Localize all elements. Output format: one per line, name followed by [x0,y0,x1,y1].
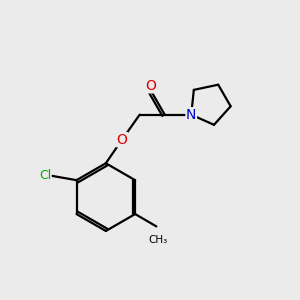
Text: Cl: Cl [39,169,51,182]
Text: O: O [146,79,156,93]
Text: O: O [117,133,128,147]
Text: CH₃: CH₃ [148,235,167,245]
Text: N: N [186,108,196,122]
